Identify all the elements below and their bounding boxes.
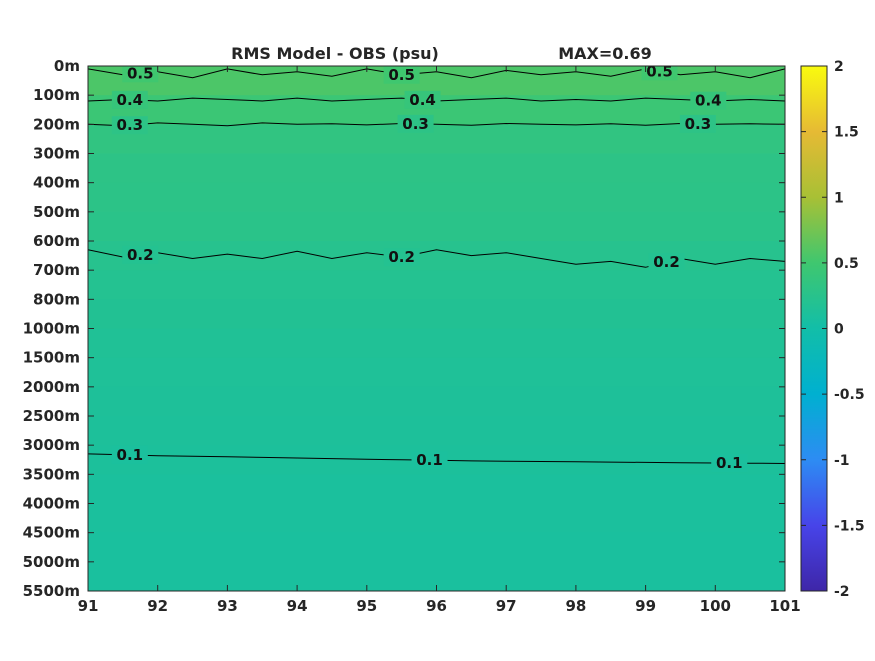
y-tick-label: 800m [33,290,80,308]
x-tick-label: 92 [147,597,168,615]
contour-label-bg [679,114,716,133]
colorbar-tick-label: 0.5 [834,256,859,272]
x-tick-label: 98 [565,597,586,615]
colorbar-tick-label: 0 [834,322,844,338]
salinity-field [88,66,785,591]
contour-label: 0.2 [388,248,415,266]
contour-label-bg [690,91,727,110]
contour-label-bg [648,253,685,271]
field-band [88,357,785,388]
contour-label-bg [122,66,159,83]
x-tick-label: 91 [78,597,99,615]
y-tick-label: 100m [33,86,80,104]
x-tick-label: 93 [217,597,238,615]
field-band [88,299,785,329]
y-tick-label: 3000m [23,436,80,454]
colorbar-tick-label: -0.5 [834,387,865,403]
field-band [88,270,785,300]
contour-line-0.3 [88,122,785,127]
colorbar-tick-label: -2 [834,584,850,600]
contour-label: 0.1 [716,454,743,472]
x-tick-label: 99 [635,597,656,615]
contour-label: 0.4 [695,92,722,110]
field-band [88,153,785,184]
contour-label-bg [111,445,148,464]
contour-label-bg [711,454,748,473]
y-tick-label: 4500m [23,524,80,542]
field-band [88,503,785,534]
x-tick-label: 97 [496,597,517,615]
contour-label-bg [383,248,420,267]
y-tick-label: 3500m [23,465,80,483]
y-tick-label: 0m [54,57,80,75]
colorbar-tick-label: 2 [834,59,844,75]
y-tick-label: 4000m [23,495,80,513]
contour-label-bg [641,66,678,81]
field-band [88,328,785,359]
field-band [88,532,785,563]
y-tick-label: 2500m [23,407,80,425]
field-band [88,474,785,504]
colorbar-tick-label: 1.5 [834,125,859,141]
contour-label: 0.5 [127,64,154,82]
contour-label-bg [383,66,420,84]
field-band [88,182,785,213]
colorbar-tick-label: -1.5 [834,518,865,534]
chart-title: RMS Model - OBS (psu) [231,44,439,63]
x-tick-label: 96 [426,597,447,615]
y-tick-label: 200m [33,115,80,133]
y-tick-label: 300m [33,145,80,163]
contour-label: 0.2 [653,253,680,271]
contour-label: 0.4 [117,91,144,109]
y-axis: 0m 100m 200m 300m 400m 500m 600m 700m 800m 1000m 1… [23,57,785,600]
y-tick-label: 1000m [23,320,80,338]
contour-label: 0.5 [646,62,673,80]
contour-lines: 0.5 0.5 0.5 0.4 0.4 0.4 0.3 0.3 0.3 0.2 0.2 0.2 0.1 0… [88,62,785,473]
y-tick-label: 700m [33,261,80,279]
y-tick-label: 5500m [23,582,80,600]
x-tick-label: 101 [769,597,800,615]
contour-label: 0.1 [117,446,144,464]
x-tick-label: 100 [700,597,731,615]
contour-label-bg [122,245,159,264]
contour-label-bg [397,114,434,133]
contour-label: 0.5 [388,66,415,84]
colorbar-tick-label: -1 [834,453,850,469]
contour-label: 0.4 [409,91,436,109]
contour-label-bg [111,116,148,135]
y-tick-label: 1500m [23,349,80,367]
contour-label: 0.1 [416,451,443,469]
contour-label: 0.3 [117,116,144,134]
field-band [88,416,785,446]
y-tick-label: 5000m [23,553,80,571]
y-tick-label: 600m [33,232,80,250]
contour-label-bg [411,451,448,470]
contour-label-bg [404,90,441,109]
contour-label-bg [111,90,148,109]
field-band [88,386,785,417]
contour-label: 0.2 [127,246,154,264]
y-tick-label: 400m [33,174,80,192]
contour-label: 0.3 [685,115,712,133]
y-tick-label: 500m [33,203,80,221]
contour-label: 0.3 [402,115,429,133]
colorbar-axis: 2 1.5 1 0.5 0 -0.5 -1 -1.5 -2 [801,59,865,600]
x-tick-label: 95 [356,597,377,615]
field-band [88,211,785,242]
x-tick-label: 94 [287,597,308,615]
colorbar-tick-label: 1 [834,190,844,206]
max-label: MAX=0.69 [558,44,652,63]
x-axis: 91 92 93 94 95 96 97 98 99 100 101 [78,66,801,615]
field-band [88,124,785,154]
y-tick-label: 2000m [23,378,80,396]
